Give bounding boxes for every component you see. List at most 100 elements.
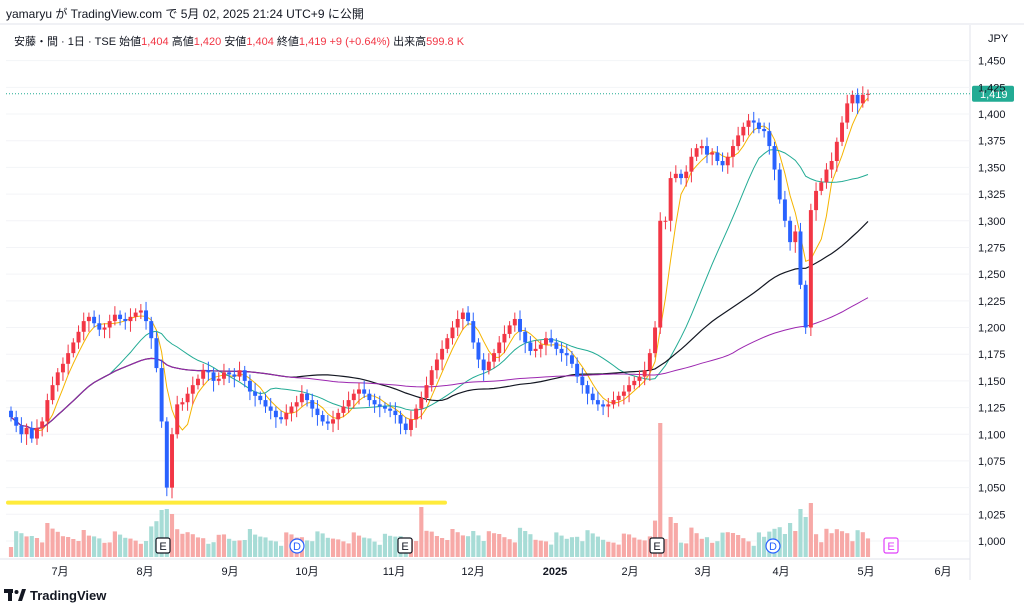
candle-body (310, 400, 315, 409)
candle-body (315, 408, 320, 416)
volume-bar (824, 528, 829, 557)
candle-body (860, 94, 865, 104)
candle-body (850, 94, 855, 104)
volume-bar (320, 533, 325, 557)
candle-body (595, 400, 600, 405)
volume-bar (388, 535, 393, 557)
volume-bar (751, 545, 756, 557)
candle-body (133, 312, 138, 317)
candle-body (206, 370, 211, 373)
volume-bar (538, 540, 543, 557)
last-price-tag (972, 85, 1014, 102)
candle-body (367, 393, 372, 401)
volume-bar (585, 530, 590, 557)
candle-body (216, 378, 221, 381)
candle-body (107, 321, 112, 328)
ma-long-line (10, 220, 869, 430)
volume-bar (658, 423, 663, 557)
volume-bar (356, 535, 362, 557)
candle-body (549, 338, 554, 343)
volume-bar (829, 533, 834, 557)
candle-body (305, 393, 310, 401)
candle-body (611, 400, 616, 405)
candle-body (554, 342, 559, 349)
candle-body (512, 318, 517, 326)
volume-bar (66, 537, 71, 557)
y-tick-label: 1,200 (978, 323, 1006, 335)
y-tick-label: 1,225 (978, 296, 1006, 308)
volume-bar (419, 507, 424, 557)
candle-body (232, 374, 237, 377)
candle-body (455, 318, 460, 328)
volume-bar (788, 523, 793, 557)
candle-body (580, 376, 585, 386)
candle-body (34, 427, 39, 439)
volume-bar (575, 536, 580, 557)
candle-body (621, 391, 626, 396)
volume-bar (694, 533, 699, 557)
volume-bar (393, 536, 398, 557)
volume-bar (424, 530, 429, 557)
volume-bar (813, 534, 819, 557)
volume-value: 599.8 K (426, 36, 465, 48)
candle-body (341, 406, 346, 413)
volume-bar (741, 538, 746, 557)
candle-body (279, 417, 284, 420)
volume-bar (14, 531, 19, 557)
volume-bar (159, 510, 164, 557)
volume-bar (595, 536, 600, 557)
candle-body (725, 156, 730, 166)
candle-body (834, 141, 839, 162)
volume-bar (310, 541, 315, 557)
close-value: 1,419 (298, 36, 327, 48)
volume-bar (803, 517, 808, 557)
volume-bar (865, 538, 871, 557)
candle-body (196, 378, 200, 386)
volume-bar (211, 542, 216, 557)
y-tick-label: 1,425 (978, 82, 1006, 94)
candle-body (9, 410, 13, 418)
x-tick-label: 8月 (136, 566, 153, 578)
dividend-marker (765, 538, 781, 554)
volume-bar (678, 542, 684, 557)
volume-bar (517, 527, 523, 557)
candle-body (741, 126, 746, 136)
candle-body (762, 128, 767, 132)
candle-body (528, 342, 533, 351)
volume-bar (440, 538, 445, 557)
candle-body (268, 406, 273, 411)
candle-body (66, 353, 71, 364)
candle-body (284, 412, 289, 420)
volume-bar (107, 542, 112, 557)
volume-bar (325, 537, 330, 557)
volume-bar (97, 538, 102, 557)
tradingview-footer[interactable]: TradingView (4, 588, 106, 603)
x-tick-label: 5月 (857, 566, 874, 578)
candle-body (647, 353, 652, 371)
volume-bar (242, 540, 247, 557)
candle-body (346, 400, 351, 407)
volume-bar (855, 530, 860, 557)
candle-body (616, 395, 621, 401)
candle-body (637, 376, 642, 381)
candle-body (414, 408, 419, 420)
y-tick-label: 1,050 (978, 483, 1006, 495)
candle-body (398, 415, 403, 424)
candle-body (705, 146, 709, 155)
y-tick-label: 1,025 (978, 509, 1006, 521)
y-tick-label: 1,275 (978, 242, 1006, 254)
x-tick-label: 2月 (621, 566, 638, 578)
candle-body (507, 325, 512, 334)
volume-bar (455, 532, 460, 557)
candle-body (149, 321, 154, 339)
candle-body (601, 404, 606, 407)
volume-bar (40, 542, 45, 557)
candle-body (492, 353, 497, 362)
volume-bar (185, 532, 190, 557)
candle-body (699, 146, 704, 149)
volume-bar (382, 533, 388, 557)
candle-body (497, 342, 502, 354)
volume-bar (684, 543, 689, 557)
candle-body (123, 318, 128, 322)
